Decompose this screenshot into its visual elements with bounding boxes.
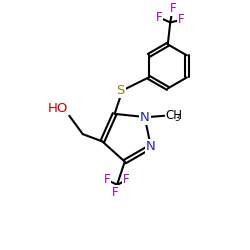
Text: N: N (146, 140, 156, 153)
Text: F: F (112, 186, 118, 199)
Text: HO: HO (48, 102, 68, 114)
Text: N: N (140, 110, 149, 124)
Text: F: F (170, 2, 176, 16)
Text: S: S (116, 84, 125, 97)
Text: F: F (156, 11, 162, 24)
Text: F: F (123, 174, 129, 186)
Text: F: F (104, 174, 110, 186)
Text: 3: 3 (174, 114, 180, 124)
Text: F: F (178, 14, 184, 26)
Text: CH: CH (166, 109, 182, 122)
